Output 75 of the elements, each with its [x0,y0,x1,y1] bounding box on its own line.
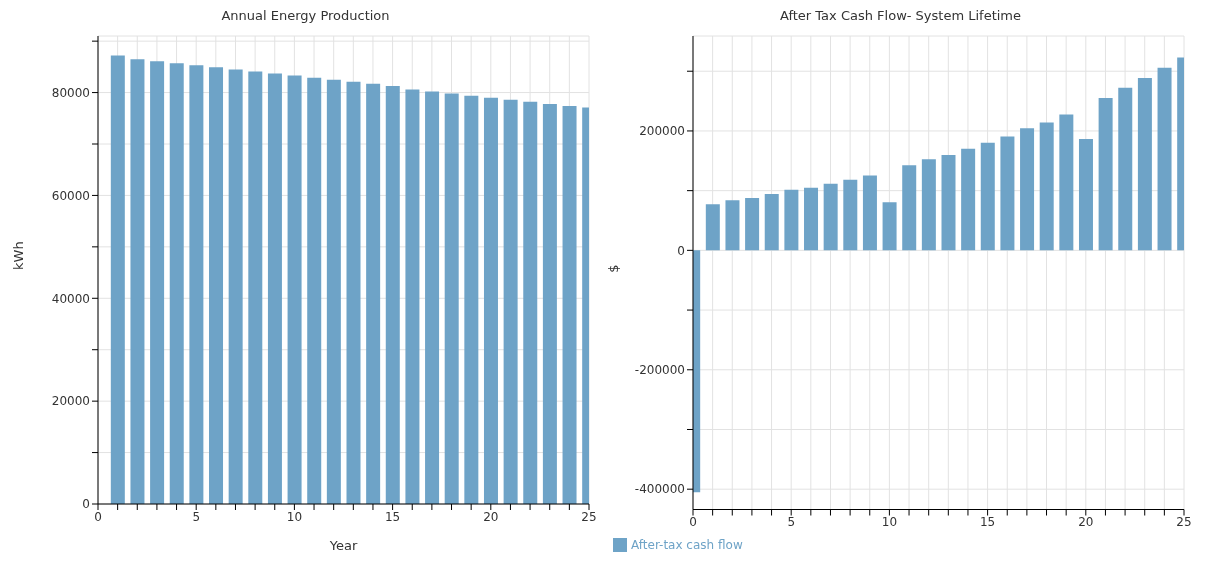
bar [1157,67,1172,251]
x-tick-label: 15 [979,515,996,530]
bar [1000,136,1015,251]
bar [346,81,361,504]
bar [745,198,760,251]
bar [941,155,956,251]
bar [542,103,557,504]
bar [307,77,322,504]
bar [464,95,479,504]
bar [287,75,302,504]
chart-title: After Tax Cash Flow- System Lifetime [779,8,1022,25]
bar [1098,98,1113,251]
bar [921,159,936,251]
y-tick-label: 80000 [51,85,90,100]
x-tick-label: 20 [1078,515,1094,530]
x-tick-label: 5 [787,515,796,530]
bar [823,183,838,251]
x-tick-label: 25 [1176,515,1192,530]
bar [804,187,819,251]
x-tick-label: 0 [689,515,697,530]
y-tick-label: 0 [677,243,685,258]
bar [228,69,243,504]
bar [248,71,263,504]
y-tick-label: -200000 [634,363,685,378]
bar [1020,128,1035,251]
bar [562,105,577,504]
bar [169,63,184,504]
bar [764,194,779,251]
bar [326,79,341,504]
x-tick-label: 0 [94,509,102,524]
y-tick-label: 20000 [51,394,90,409]
x-axis-title: Year [328,538,358,553]
bar [385,85,400,504]
bar [784,189,799,251]
bar [209,67,224,504]
y-tick-label: 60000 [51,188,90,203]
bar [405,89,420,504]
bar [1078,139,1093,251]
bar [980,142,995,251]
y-tick-label: 40000 [51,291,90,306]
bar [150,61,165,504]
bar [1118,87,1133,251]
bar [189,65,204,504]
x-tick-label: 5 [192,509,201,524]
chart-title: Annual Energy Production [220,8,391,25]
bar [1059,114,1074,251]
bar [130,59,145,504]
y-tick-label: 200000 [639,124,685,139]
bar [882,202,897,251]
bar [267,73,282,504]
bar [862,175,877,251]
x-tick-label: 10 [286,509,303,524]
bar [110,55,125,504]
bar [843,179,858,251]
bar [902,165,917,251]
x-tick-label: 25 [581,509,597,524]
legend-label: After-tax cash flow [631,537,743,552]
bar [503,99,518,504]
bar [444,93,459,504]
bar [705,204,720,251]
bar [961,148,976,251]
bar [425,91,440,504]
y-tick-label: 0 [82,497,90,512]
y-tick-label: -400000 [634,482,685,497]
x-tick-label: 20 [483,509,499,524]
y-axis-title: $ [605,264,621,273]
bar [1039,122,1054,251]
y-axis-title: kWh [10,241,26,270]
x-tick-label: 10 [881,515,898,530]
bar [1137,77,1152,251]
x-tick-label: 15 [384,509,401,524]
bar [483,97,498,504]
bar [523,101,538,504]
bar [366,83,381,504]
bar [725,200,740,251]
